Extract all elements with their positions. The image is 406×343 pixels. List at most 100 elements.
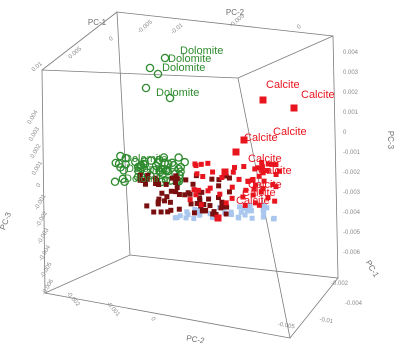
light-blue-point	[237, 204, 243, 210]
calcite-point	[205, 160, 211, 166]
pc1-tick-label-bottom: -0.004	[345, 301, 363, 307]
pc3-tick-label-left: 0	[36, 182, 43, 188]
light-blue-point	[249, 215, 255, 221]
calcite-point	[243, 187, 249, 193]
calcite-point	[240, 136, 248, 144]
calcite-point	[242, 202, 248, 208]
dark-red-point	[199, 189, 205, 195]
light-blue-point	[209, 215, 215, 221]
dark-red-point	[158, 209, 164, 215]
dark-red-point	[173, 189, 179, 195]
calcite-point	[251, 186, 257, 192]
calcite-point	[258, 189, 264, 195]
dark-red-point	[223, 203, 229, 209]
dark-red-point	[162, 198, 168, 204]
dark-red-point	[188, 201, 194, 207]
dolomite-point	[116, 151, 125, 161]
calcite-point	[265, 161, 271, 167]
dark-red-point	[164, 194, 170, 200]
dark-red-point	[174, 185, 180, 191]
dark-red-point	[197, 197, 203, 203]
calcite-point	[231, 164, 237, 170]
light-blue-point	[174, 215, 180, 221]
dark-red-point	[209, 176, 215, 182]
dark-red-point	[165, 209, 171, 215]
calcite-point	[214, 214, 222, 222]
dark-red-point	[223, 211, 229, 217]
light-blue-point	[191, 216, 197, 222]
calcite-point	[229, 184, 235, 190]
pc3-tick-label-left: -0.001	[34, 193, 48, 211]
calcite-point	[245, 178, 251, 184]
dolomite-point	[145, 63, 155, 73]
light-blue-point	[264, 205, 270, 211]
calcite-label: Calcite	[301, 89, 335, 101]
dolomite-label: Dolomite	[162, 62, 205, 74]
calcite-point	[193, 163, 199, 169]
light-blue-point	[195, 208, 201, 214]
dark-red-point	[190, 181, 196, 187]
dark-red-point	[173, 173, 179, 179]
dolomite-label: Dolomite	[126, 163, 169, 175]
light-blue-point	[261, 203, 267, 209]
pc3-tick-label-left: -0.005	[40, 261, 54, 279]
box-edge	[237, 35, 334, 79]
calcite-point	[259, 160, 265, 166]
light-blue-point	[241, 205, 247, 211]
calcite-point	[259, 96, 267, 104]
dark-red-point	[163, 181, 169, 187]
dark-red-point	[169, 175, 175, 181]
calcite-point	[256, 173, 262, 179]
dark-red-point	[174, 176, 180, 182]
pc3-tick-label-right: 0.004	[343, 50, 359, 56]
light-blue-point	[197, 212, 203, 218]
calcite-point	[223, 200, 229, 206]
calcite-label: Calcite	[258, 165, 292, 177]
calcite-point	[198, 202, 204, 208]
pc3-axis-title-left: PC-3	[0, 211, 13, 232]
calcite-point	[191, 187, 197, 193]
pc3-tick-label-left: 0.002	[30, 143, 43, 160]
light-blue-point	[228, 209, 234, 215]
dolomite-point	[153, 69, 163, 79]
dark-red-point	[216, 177, 222, 183]
light-blue-point	[183, 215, 189, 221]
calcite-point	[194, 171, 200, 177]
calcite-point	[260, 170, 266, 176]
light-blue-point	[245, 208, 251, 214]
pc1-tick-label: -0.005	[137, 19, 154, 35]
pc1-tick-label-bottom: -0.002	[65, 291, 81, 308]
calcite-point	[290, 104, 298, 112]
dolomite-label: Dolomite	[180, 45, 223, 57]
light-blue-point	[235, 214, 241, 220]
data-points	[110, 53, 298, 222]
calcite-label: Calcite	[244, 132, 278, 144]
calcite-point	[276, 168, 282, 174]
dark-red-point	[226, 175, 232, 181]
dark-red-point	[167, 199, 173, 205]
calcite-point	[273, 184, 279, 190]
light-blue-point	[192, 206, 198, 212]
calcite-point	[252, 200, 258, 206]
light-blue-point	[271, 216, 277, 222]
dark-red-point	[151, 209, 157, 215]
dark-red-point	[199, 208, 205, 214]
dark-red-point	[194, 200, 200, 206]
pc3-tick-label-left: 0.003	[28, 126, 41, 143]
dark-red-point	[207, 203, 213, 209]
calcite-point	[252, 166, 258, 172]
dolomite-point	[111, 158, 120, 168]
calcite-label: Calcite	[248, 179, 282, 191]
dark-red-point	[226, 189, 232, 195]
light-blue-point	[248, 207, 254, 213]
dolomite-point	[160, 53, 170, 63]
dark-red-point	[203, 207, 209, 213]
dark-red-point	[144, 176, 150, 182]
pc3-tick-label-right: -0.002	[343, 170, 361, 176]
calcite-point	[207, 185, 213, 191]
pc2-tick-label: -0.01	[170, 22, 185, 36]
pc3-tick-label-right: -0.003	[343, 190, 361, 196]
calcite-point	[250, 176, 256, 182]
dark-red-point	[140, 177, 146, 183]
dark-red-point	[159, 190, 165, 196]
